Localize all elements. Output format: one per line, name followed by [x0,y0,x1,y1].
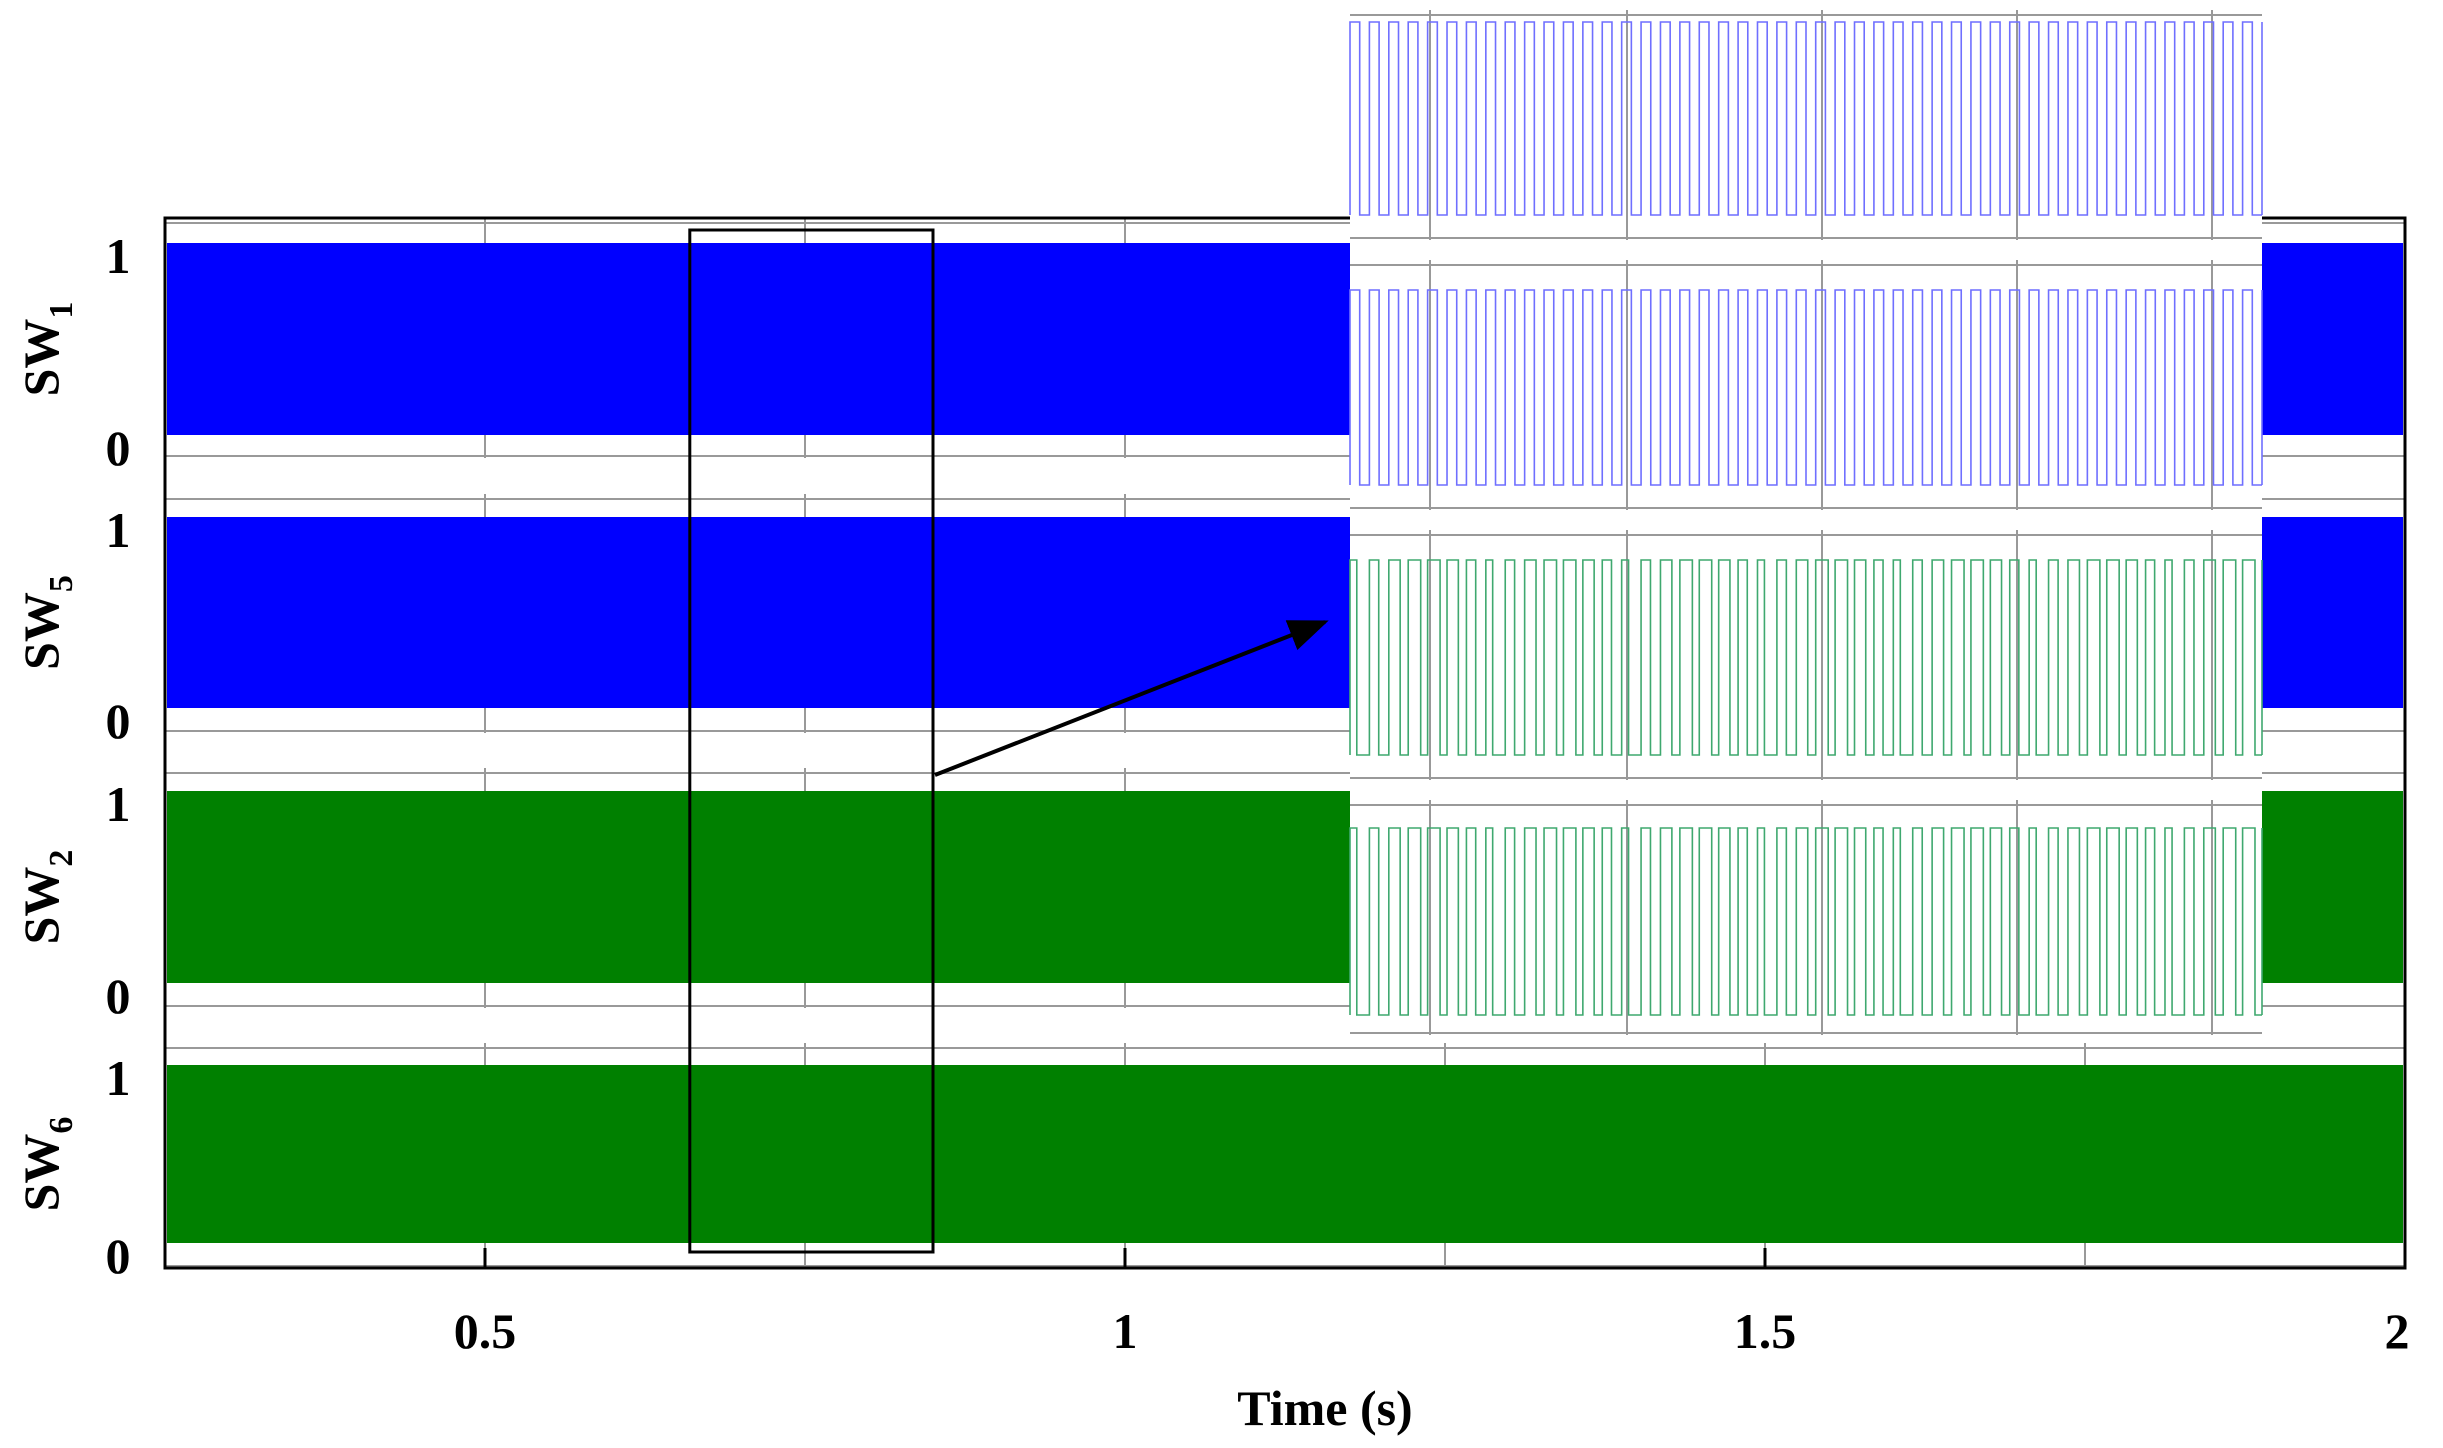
plot-area-frame [163,216,2407,1270]
series-label-sw5: SW5 [13,575,80,670]
zoom-arrow [934,620,1329,777]
x-tick-label: 2 [2385,1303,2410,1359]
y-tick-label: 1 [106,776,131,832]
svg-text:SW5: SW5 [13,575,80,670]
y-tick-label: 1 [106,228,131,284]
signal-band-sw6 [167,1065,2403,1243]
series-label-sw2: SW2 [13,850,80,945]
svg-text:SW6: SW6 [13,1117,80,1212]
y-tick-label: 1 [106,502,131,558]
x-tick-label: 1 [1113,1303,1138,1359]
svg-text:SW1: SW1 [13,302,80,397]
x-axis-title: Time (s) [1237,1380,1412,1436]
inset-pulse-train [1349,559,2263,756]
zoom-region-box [688,228,935,1254]
series-label-sw1: SW1 [13,302,80,397]
y-tick-label: 0 [106,693,131,749]
y-tick-label: 0 [106,1228,131,1284]
y-tick-labels: 1 0 1 0 1 0 1 0 [106,228,131,1284]
x-tick-labels: 0.5 1 1.5 2 [454,1248,2410,1359]
inset-pulse-train [1349,827,2263,1016]
inset-pulse-train [1349,289,2263,486]
inset-pulse-train [1349,21,2263,216]
series-label-sw6: SW6 [13,1117,80,1212]
y-tick-label: 0 [106,968,131,1024]
zoomed-inset [1349,8,2263,1038]
series-labels: SW1 SW5 SW2 SW6 [13,302,80,1212]
svg-text:SW2: SW2 [13,850,80,945]
y-tick-label: 1 [106,1050,131,1106]
y-tick-label: 0 [106,420,131,476]
x-tick-label: 0.5 [454,1303,517,1359]
x-tick-label: 1.5 [1734,1303,1797,1359]
